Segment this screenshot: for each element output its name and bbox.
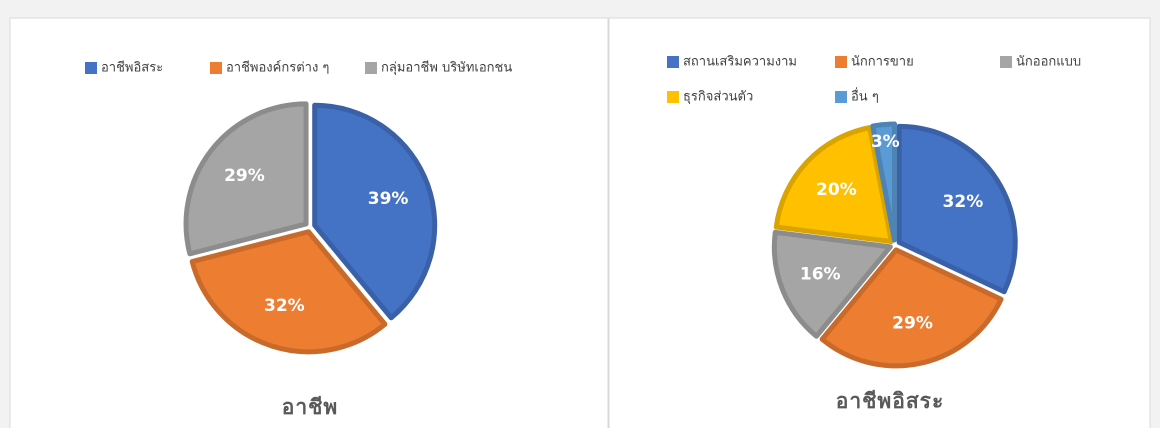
legend-swatch (835, 56, 847, 68)
legend-swatch (1000, 56, 1012, 68)
pie-slice (896, 123, 1018, 295)
data-label: 20% (816, 180, 857, 200)
data-label: 32% (943, 192, 984, 212)
data-label: 16% (800, 265, 841, 285)
panel (9, 17, 609, 428)
pie-slice (183, 101, 309, 257)
data-label: 39% (368, 189, 409, 209)
data-label: 29% (892, 313, 933, 333)
legend-swatch (667, 56, 679, 68)
legend-swatch (667, 91, 679, 103)
legend-swatch (85, 62, 97, 74)
pie-slice (773, 125, 894, 245)
pie-slice (771, 229, 893, 339)
legend-label: สถานเสริมความงาม (683, 55, 797, 70)
legend-label: นักการขาย (851, 55, 914, 70)
legend-label: อาชีพอิสระ (101, 60, 163, 76)
legend-label: นักออกแบบ (1016, 55, 1081, 70)
pie-slice (870, 121, 898, 243)
data-label: 32% (264, 296, 305, 316)
chart-title: อาชีพ (282, 395, 339, 419)
legend-label: อื่น ๆ (851, 88, 879, 105)
pie-slice (312, 102, 438, 321)
legend-swatch (210, 62, 222, 74)
legend-swatch (365, 62, 377, 74)
legend-label: ธุรกิจส่วนตัว (683, 90, 753, 105)
pie-slice (819, 247, 1004, 369)
pie-slice (189, 229, 388, 355)
legend-label: กลุ่มอาชีพ บริษัทเอกชน (381, 60, 512, 76)
legend-swatch (835, 91, 847, 103)
legend-label: อาชีพองค์กรต่าง ๆ (226, 60, 329, 76)
data-label: 29% (224, 166, 265, 186)
chart-title: อาชีพอิสระ (836, 389, 945, 413)
data-label: 3% (871, 132, 900, 152)
